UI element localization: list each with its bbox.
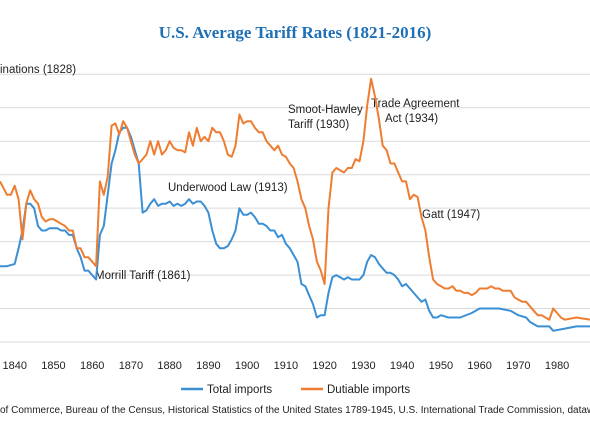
legend-label: Total imports — [207, 384, 272, 396]
annotation-tariff-of-abominations: inations (1828) — [0, 64, 76, 76]
x-tick-label: 1960 — [467, 360, 491, 372]
x-tick-label: 1930 — [351, 360, 375, 372]
x-tick-label: 1870 — [119, 360, 143, 372]
x-tick-label: 1900 — [235, 360, 259, 372]
x-axis-ticks: 1840 1850 1860 1870 1880 1890 1900 1910 1920 1930… — [2, 360, 569, 372]
annotation-morrill-tariff: Morrill Tariff (1861) — [95, 270, 191, 282]
chart-title: U.S. Average Tariff Rates (1821-2016) — [159, 23, 432, 42]
annotation-smoot-hawley: Smoot-Hawley Tariff (1930) — [288, 104, 363, 131]
x-tick-label: 1910 — [274, 360, 298, 372]
x-tick-label: 1890 — [196, 360, 220, 372]
source-note: of Commerce, Bureau of the Census, Histo… — [0, 405, 590, 416]
series-line-dutiable-imports — [0, 77, 590, 321]
x-tick-label: 1980 — [545, 360, 569, 372]
x-tick-label: 1840 — [2, 360, 26, 372]
x-tick-label: 1850 — [41, 360, 65, 372]
annotation-trade-agreement-act: Trade Agreement Act (1934) — [371, 98, 460, 125]
legend-label: Dutiable imports — [327, 384, 410, 396]
series-lines — [0, 77, 590, 332]
annotation-underwood-law: Underwood Law (1913) — [168, 182, 288, 194]
annotations: inations (1828) Morrill Tariff (1861) Unde… — [0, 64, 480, 282]
x-tick-label: 1860 — [80, 360, 104, 372]
annotation-gatt: Gatt (1947) — [422, 209, 480, 221]
x-tick-label: 1950 — [429, 360, 453, 372]
x-tick-label: 1970 — [506, 360, 530, 372]
x-tick-label: 1940 — [390, 360, 414, 372]
x-tick-label: 1880 — [157, 360, 181, 372]
series-line-total-imports — [0, 126, 590, 332]
legend: Total imports Dutiable imports — [181, 384, 410, 396]
x-tick-label: 1920 — [312, 360, 336, 372]
